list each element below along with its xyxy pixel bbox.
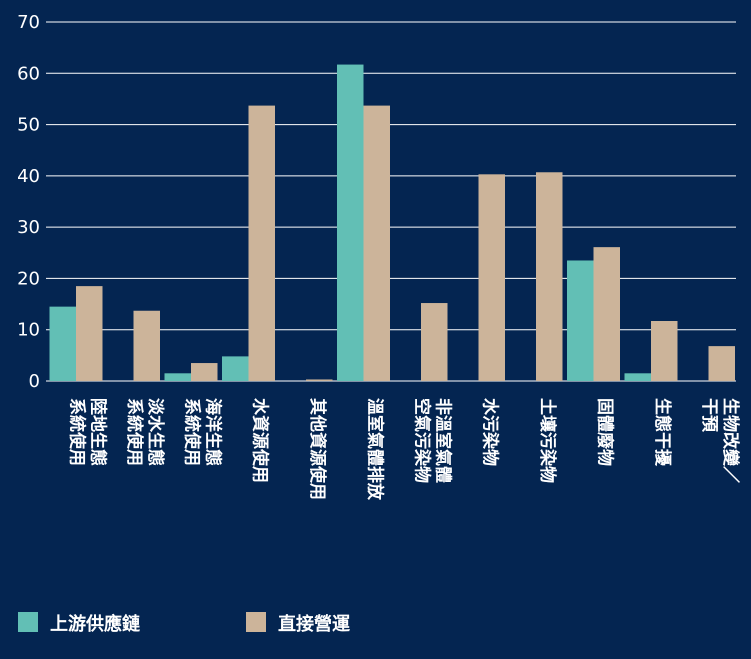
bar-direct-10 [651, 320, 678, 381]
legend-label: 直接營運 [278, 613, 350, 635]
legend-swatch [246, 612, 266, 632]
y-tick-label: 30 [17, 217, 40, 238]
x-category-label: 空氣污染物 [411, 398, 432, 483]
bar-direct-11 [708, 346, 735, 381]
x-category-label: 系統使用 [181, 398, 202, 466]
x-category-label: 水資源使用 [249, 398, 270, 483]
bar-upstream-5 [337, 64, 364, 382]
bar-upstream-2 [164, 373, 191, 381]
y-tick-label: 0 [29, 371, 40, 392]
x-category-label: 陸地生態 [87, 398, 108, 466]
x-category-label: 非溫室氣體 [432, 398, 453, 483]
bar-upstream-3 [222, 356, 249, 381]
y-tick-label: 60 [17, 63, 40, 84]
y-tick-label: 50 [17, 115, 40, 136]
y-tick-label: 10 [17, 320, 40, 341]
bar-direct-3 [248, 105, 275, 382]
y-tick-label: 40 [17, 166, 40, 187]
y-axis-ticks: 0 10 20 30 40 50 60 70 [17, 12, 40, 392]
x-category-label: 系統使用 [66, 398, 87, 466]
bar-layer [49, 64, 735, 382]
x-category-label: 生態干擾 [652, 398, 673, 467]
bar-direct-2 [191, 363, 218, 381]
x-category-label: 生物改變／ [720, 398, 741, 483]
bar-direct-4 [306, 379, 333, 381]
x-category-label: 固體廢物 [594, 398, 615, 466]
grid-layer [46, 21, 736, 382]
legend-swatch [18, 612, 38, 632]
bar-direct-5 [363, 105, 390, 382]
x-category-label: 海洋生態 [202, 398, 223, 466]
x-category-label: 淡水生態 [145, 398, 166, 466]
bar-direct-7 [478, 174, 505, 381]
y-tick-label: 20 [17, 268, 40, 289]
x-category-label: 水污染物 [479, 398, 500, 466]
bar-upstream-0 [49, 306, 76, 381]
x-category-label: 干預 [699, 398, 719, 433]
x-category-label: 土壤污染物 [537, 398, 558, 483]
bar-direct-6 [421, 303, 448, 381]
x-category-label: 系統使用 [124, 398, 145, 466]
bar-direct-0 [76, 286, 103, 381]
legend: 上游供應鏈 直接營運 [18, 612, 350, 635]
bar-upstream-10 [624, 373, 651, 381]
bar-upstream-9 [567, 260, 594, 381]
x-category-label: 其他資源使用 [307, 398, 328, 500]
x-category-label: 溫室氣體排放 [364, 398, 385, 501]
legend-label: 上游供應鏈 [50, 613, 140, 635]
bar-direct-1 [133, 310, 160, 381]
y-tick-label: 70 [17, 12, 40, 33]
bar-direct-9 [593, 247, 620, 381]
bar-direct-8 [536, 172, 563, 381]
